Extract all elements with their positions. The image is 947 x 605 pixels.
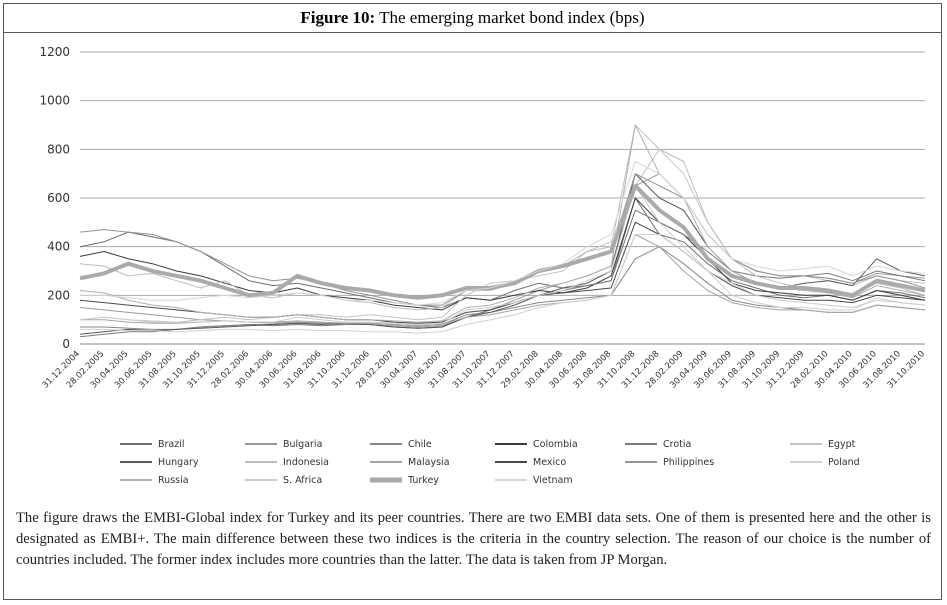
legend-label: Crotia: [663, 439, 691, 450]
legend-label: S. Africa: [283, 475, 322, 486]
legend-label: Malaysia: [408, 457, 450, 468]
y-tick-label: 800: [47, 142, 70, 156]
legend-label: Hungary: [158, 457, 199, 468]
y-tick-label: 400: [47, 240, 70, 254]
series-line: [80, 161, 926, 306]
legend-label: Colombia: [533, 439, 578, 450]
figure-title-bar: Figure 10: The emerging market bond inde…: [4, 4, 941, 33]
legend-label: Indonesia: [283, 457, 329, 468]
legend-label: Russia: [158, 475, 189, 486]
series-line: [79, 185, 926, 325]
y-tick-label: 600: [47, 191, 70, 205]
series-line: [79, 148, 926, 323]
figure-label: Figure 10:: [300, 8, 376, 27]
legend-label: Egypt: [828, 439, 856, 450]
chart: 02004006008001000120031.12.200428.02.200…: [39, 45, 927, 486]
legend-label: Bulgaria: [283, 439, 322, 450]
y-tick-label: 1200: [39, 45, 70, 59]
legend-label: Vietnam: [533, 475, 573, 486]
y-tick-label: 1000: [39, 94, 70, 108]
caption: The figure draws the EMBI-Global index f…: [16, 510, 931, 568]
series-line: [79, 197, 926, 311]
figure: Figure 10: The emerging market bond inde…: [3, 3, 942, 600]
series-line: [79, 197, 926, 308]
legend-label: Poland: [828, 457, 860, 468]
series-line: [80, 234, 926, 327]
series-line: [79, 183, 926, 300]
series-line: [80, 234, 926, 334]
y-tick-label: 0: [62, 337, 70, 351]
series-line: [79, 124, 926, 323]
legend-label: Chile: [408, 439, 432, 450]
y-tick-label: 200: [47, 288, 70, 302]
series-line: [79, 173, 926, 328]
series-line: [79, 221, 926, 324]
chart-title: The emerging market bond index (bps): [379, 8, 645, 27]
legend-label: Mexico: [533, 457, 566, 468]
legend-label: Philippines: [663, 457, 714, 468]
legend-label: Brazil: [158, 439, 185, 450]
legend-label: Turkey: [407, 475, 439, 486]
